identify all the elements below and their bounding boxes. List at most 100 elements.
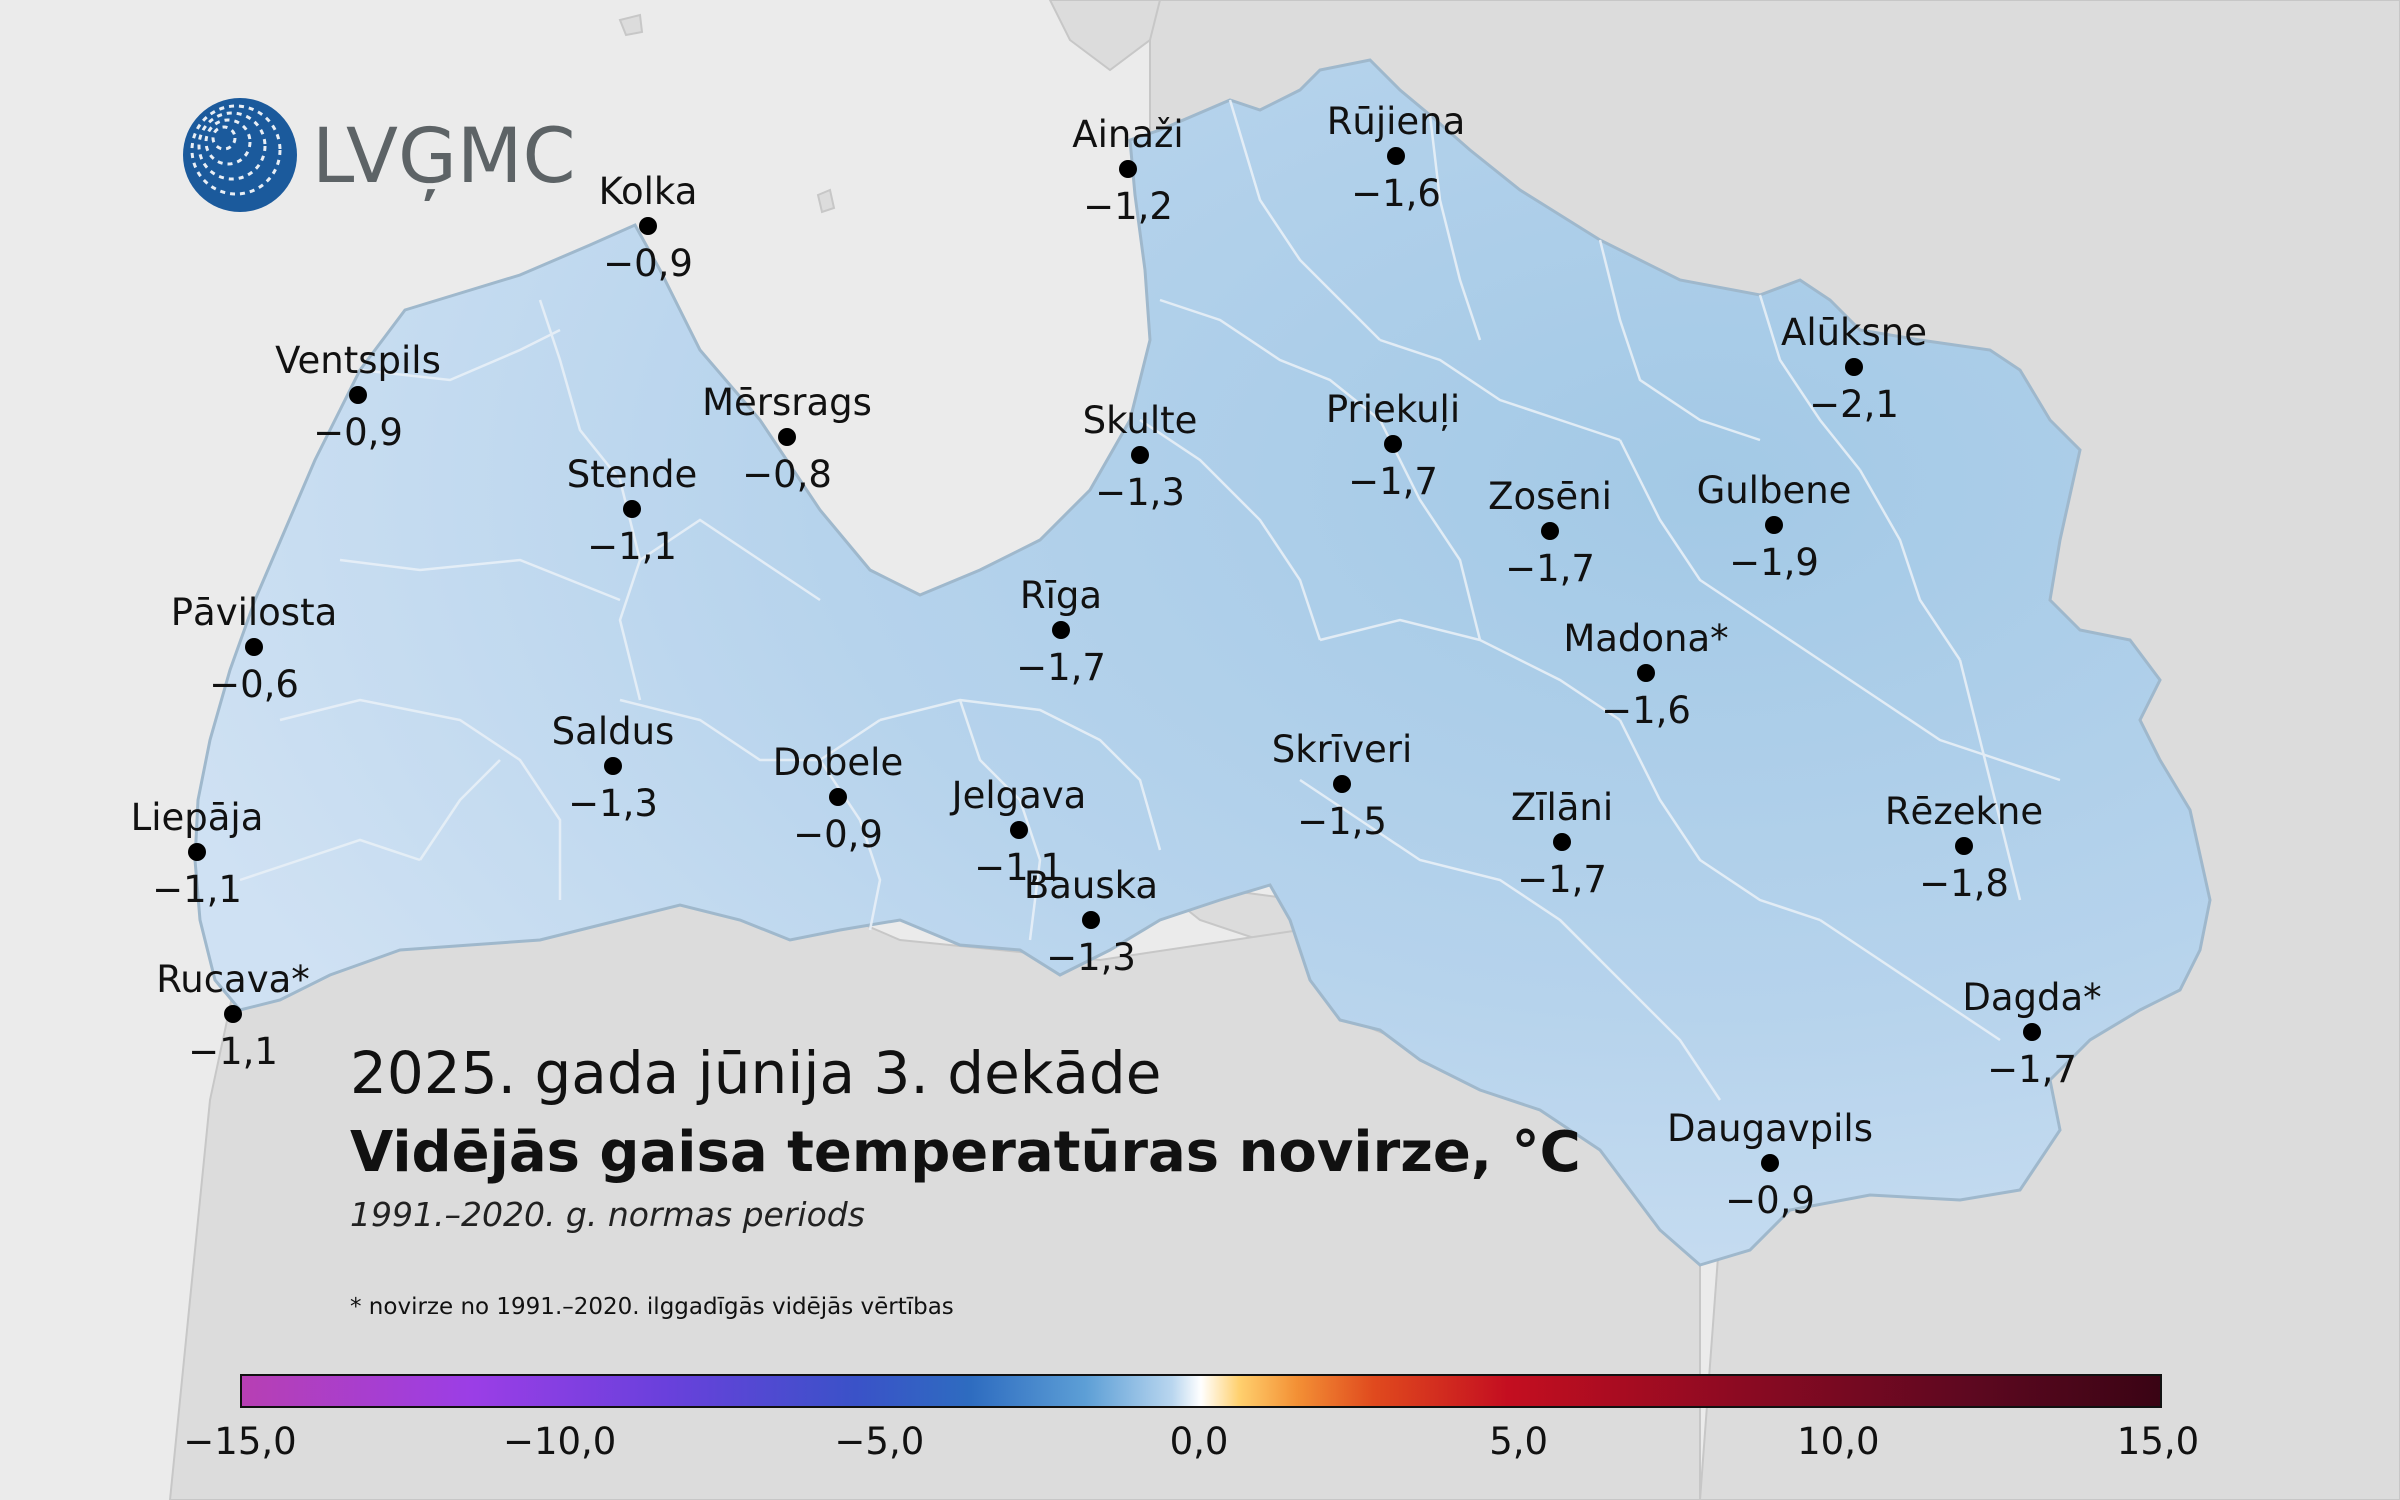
- legend-tick-label: −5,0: [834, 1420, 925, 1463]
- municipality-boundaries: [239, 99, 2061, 1101]
- station-marker: [1541, 522, 1559, 540]
- island: [618, 13, 644, 37]
- station-pāvilosta: Pāvilosta −0,6: [171, 591, 338, 706]
- station-name: Bauska: [1024, 864, 1158, 907]
- station-name: Ventspils: [275, 339, 441, 382]
- station-liepāja: Liepāja −1,1: [131, 796, 264, 911]
- station-dagda: Dagda* −1,7: [1962, 976, 2101, 1091]
- station-value: −1,3: [568, 782, 658, 825]
- station-marker: [1010, 821, 1028, 839]
- station-ventspils: Ventspils −0,9: [275, 339, 441, 454]
- station-value: −1,6: [1601, 689, 1691, 732]
- station-value: −0,9: [313, 411, 403, 454]
- station-dobele: Dobele −0,9: [773, 741, 903, 856]
- legend-tick-label: −10,0: [502, 1420, 617, 1463]
- station-value: −0,8: [742, 453, 832, 496]
- station-value: −1,8: [1919, 862, 2009, 905]
- station-marker: [1637, 664, 1655, 682]
- station-value: −1,7: [1987, 1048, 2077, 1091]
- station-value: −1,6: [1351, 172, 1441, 215]
- station-name: Alūksne: [1781, 311, 1927, 354]
- station-name: Ainaži: [1072, 113, 1183, 156]
- station-marker: [224, 1005, 242, 1023]
- station-marker: [1082, 911, 1100, 929]
- station-marker: [349, 386, 367, 404]
- station-marker: [1333, 775, 1351, 793]
- station-name: Stende: [567, 453, 697, 496]
- station-mērsrags: Mērsrags −0,8: [702, 381, 872, 496]
- footnote: * novirze no 1991.–2020. ilggadīgās vidē…: [350, 1294, 954, 1320]
- station-value: −1,7: [1016, 646, 1106, 689]
- station-alūksne: Alūksne −2,1: [1781, 311, 1927, 426]
- station-name: Pāvilosta: [171, 591, 338, 634]
- legend-tick-label: 5,0: [1489, 1420, 1549, 1463]
- station-saldus: Saldus −1,3: [552, 710, 675, 825]
- title-main: Vidējās gaisa temperatūras novirze, °C: [350, 1120, 1581, 1185]
- station-name: Gulbene: [1697, 469, 1852, 512]
- station-marker: [1384, 435, 1402, 453]
- station-value: −1,1: [152, 868, 242, 911]
- station-value: −1,7: [1348, 460, 1438, 503]
- station-marker: [778, 428, 796, 446]
- stations-layer: Kolka −0,9 Ainaži −1,2 Rūjiena −1,6 Ventspils −…: [131, 100, 2102, 1222]
- station-bauska: Bauska −1,3: [1024, 864, 1158, 979]
- station-marker: [639, 217, 657, 235]
- station-rīga: Rīga −1,7: [1016, 574, 1106, 689]
- station-name: Zosēni: [1488, 475, 1612, 518]
- legend-colorbar: [240, 1374, 2162, 1408]
- station-value: −1,9: [1729, 541, 1819, 584]
- station-name: Rūjiena: [1327, 100, 1466, 143]
- station-name: Mērsrags: [702, 381, 872, 424]
- station-jelgava: Jelgava −1,1: [950, 774, 1087, 889]
- station-marker: [1119, 160, 1137, 178]
- station-name: Saldus: [552, 710, 675, 753]
- station-name: Madona*: [1563, 617, 1728, 660]
- station-name: Liepāja: [131, 796, 264, 839]
- station-zosēni: Zosēni −1,7: [1488, 475, 1612, 590]
- station-kolka: Kolka −0,9: [599, 170, 698, 285]
- station-value: −1,7: [1517, 858, 1607, 901]
- station-marker: [245, 638, 263, 656]
- station-name: Rēzekne: [1885, 790, 2043, 833]
- station-madona: Madona* −1,6: [1563, 617, 1728, 732]
- title-block: 2025. gada jūnija 3. dekāde Vidējās gais…: [350, 1030, 1581, 1240]
- station-marker: [1387, 147, 1405, 165]
- station-skulte: Skulte −1,3: [1083, 399, 1198, 514]
- lvgmc-logo: LVĢMC: [183, 98, 576, 212]
- station-rucava: Rucava* −1,1: [156, 958, 310, 1073]
- station-marker: [1131, 446, 1149, 464]
- station-marker: [2023, 1023, 2041, 1041]
- station-value: −0,9: [1725, 1179, 1815, 1222]
- station-name: Skulte: [1083, 399, 1198, 442]
- station-gulbene: Gulbene −1,9: [1697, 469, 1852, 584]
- station-value: −1,5: [1297, 800, 1387, 843]
- station-value: −0,9: [603, 242, 693, 285]
- logo-globe-icon: [183, 98, 297, 212]
- latvia-territory: [193, 58, 2212, 1267]
- station-marker: [188, 843, 206, 861]
- station-daugavpils: Daugavpils −0,9: [1667, 1107, 1873, 1222]
- station-ainaži: Ainaži −1,2: [1072, 113, 1183, 228]
- station-marker: [1052, 621, 1070, 639]
- station-value: −1,1: [587, 525, 677, 568]
- legend-tick-label: −15,0: [183, 1420, 297, 1463]
- station-value: −2,1: [1809, 383, 1899, 426]
- station-zīlāni: Zīlāni −1,7: [1511, 786, 1613, 901]
- station-name: Rīga: [1020, 574, 1102, 617]
- station-name: Dagda*: [1962, 976, 2101, 1019]
- station-marker: [1955, 837, 1973, 855]
- station-name: Daugavpils: [1667, 1107, 1873, 1150]
- legend-tick-label: 10,0: [1797, 1420, 1880, 1463]
- station-name: Rucava*: [156, 958, 310, 1001]
- station-value: −1,3: [1046, 936, 1136, 979]
- station-marker: [1845, 358, 1863, 376]
- legend-tick-label: 15,0: [2116, 1420, 2200, 1463]
- station-stende: Stende −1,1: [567, 453, 697, 568]
- title-period: 2025. gada jūnija 3. dekāde: [350, 1039, 1162, 1107]
- station-rēzekne: Rēzekne −1,8: [1885, 790, 2043, 905]
- station-marker: [604, 757, 622, 775]
- island: [816, 188, 836, 214]
- station-marker: [1765, 516, 1783, 534]
